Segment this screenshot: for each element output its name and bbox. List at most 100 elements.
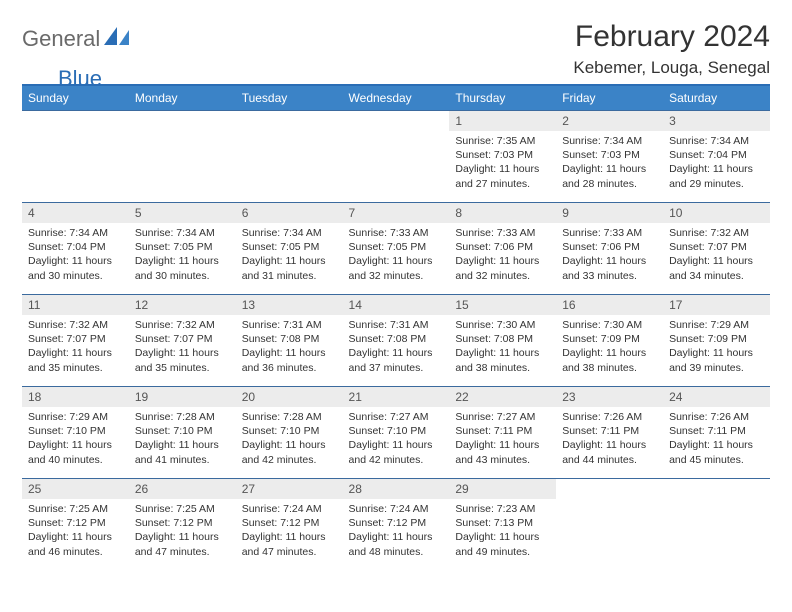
day-details: Sunrise: 7:29 AMSunset: 7:10 PMDaylight:… (22, 407, 129, 471)
day-cell: 26Sunrise: 7:25 AMSunset: 7:12 PMDayligh… (129, 479, 236, 571)
week-row: 25Sunrise: 7:25 AMSunset: 7:12 PMDayligh… (22, 479, 770, 571)
calendar-table: SundayMondayTuesdayWednesdayThursdayFrid… (22, 84, 770, 571)
day-cell: 13Sunrise: 7:31 AMSunset: 7:08 PMDayligh… (236, 295, 343, 387)
day-cell: 7Sunrise: 7:33 AMSunset: 7:05 PMDaylight… (343, 203, 450, 295)
day-number: 20 (236, 387, 343, 407)
day-cell: 5Sunrise: 7:34 AMSunset: 7:05 PMDaylight… (129, 203, 236, 295)
day-header: Tuesday (236, 85, 343, 111)
day-cell: 29Sunrise: 7:23 AMSunset: 7:13 PMDayligh… (449, 479, 556, 571)
title-block: February 2024 Kebemer, Louga, Senegal (573, 20, 770, 78)
day-cell: 21Sunrise: 7:27 AMSunset: 7:10 PMDayligh… (343, 387, 450, 479)
day-number: 17 (663, 295, 770, 315)
day-number: 12 (129, 295, 236, 315)
day-details: Sunrise: 7:26 AMSunset: 7:11 PMDaylight:… (663, 407, 770, 471)
day-details: Sunrise: 7:24 AMSunset: 7:12 PMDaylight:… (236, 499, 343, 563)
day-number: 6 (236, 203, 343, 223)
day-number: 15 (449, 295, 556, 315)
day-number: 25 (22, 479, 129, 499)
day-cell: 16Sunrise: 7:30 AMSunset: 7:09 PMDayligh… (556, 295, 663, 387)
empty-cell (22, 111, 129, 203)
day-header: Friday (556, 85, 663, 111)
week-row: 1Sunrise: 7:35 AMSunset: 7:03 PMDaylight… (22, 111, 770, 203)
day-cell: 8Sunrise: 7:33 AMSunset: 7:06 PMDaylight… (449, 203, 556, 295)
day-number: 28 (343, 479, 450, 499)
day-details: Sunrise: 7:26 AMSunset: 7:11 PMDaylight:… (556, 407, 663, 471)
day-cell: 18Sunrise: 7:29 AMSunset: 7:10 PMDayligh… (22, 387, 129, 479)
day-cell: 20Sunrise: 7:28 AMSunset: 7:10 PMDayligh… (236, 387, 343, 479)
day-number: 16 (556, 295, 663, 315)
day-cell: 4Sunrise: 7:34 AMSunset: 7:04 PMDaylight… (22, 203, 129, 295)
day-details: Sunrise: 7:27 AMSunset: 7:11 PMDaylight:… (449, 407, 556, 471)
day-details: Sunrise: 7:28 AMSunset: 7:10 PMDaylight:… (129, 407, 236, 471)
day-details: Sunrise: 7:27 AMSunset: 7:10 PMDaylight:… (343, 407, 450, 471)
day-details: Sunrise: 7:33 AMSunset: 7:06 PMDaylight:… (556, 223, 663, 287)
week-row: 4Sunrise: 7:34 AMSunset: 7:04 PMDaylight… (22, 203, 770, 295)
day-number: 23 (556, 387, 663, 407)
location-subtitle: Kebemer, Louga, Senegal (573, 58, 770, 78)
day-details: Sunrise: 7:34 AMSunset: 7:04 PMDaylight:… (22, 223, 129, 287)
day-header: Saturday (663, 85, 770, 111)
day-number: 22 (449, 387, 556, 407)
empty-cell (236, 111, 343, 203)
day-details: Sunrise: 7:32 AMSunset: 7:07 PMDaylight:… (663, 223, 770, 287)
day-details: Sunrise: 7:34 AMSunset: 7:03 PMDaylight:… (556, 131, 663, 195)
day-number: 11 (22, 295, 129, 315)
day-number: 5 (129, 203, 236, 223)
day-cell: 17Sunrise: 7:29 AMSunset: 7:09 PMDayligh… (663, 295, 770, 387)
day-number: 3 (663, 111, 770, 131)
day-number: 27 (236, 479, 343, 499)
day-number: 29 (449, 479, 556, 499)
day-cell: 14Sunrise: 7:31 AMSunset: 7:08 PMDayligh… (343, 295, 450, 387)
empty-cell (663, 479, 770, 571)
brand-sail-icon (104, 27, 130, 52)
day-cell: 23Sunrise: 7:26 AMSunset: 7:11 PMDayligh… (556, 387, 663, 479)
day-details: Sunrise: 7:35 AMSunset: 7:03 PMDaylight:… (449, 131, 556, 195)
day-number: 13 (236, 295, 343, 315)
empty-cell (556, 479, 663, 571)
day-cell: 19Sunrise: 7:28 AMSunset: 7:10 PMDayligh… (129, 387, 236, 479)
day-header: Wednesday (343, 85, 450, 111)
day-details: Sunrise: 7:29 AMSunset: 7:09 PMDaylight:… (663, 315, 770, 379)
day-details: Sunrise: 7:31 AMSunset: 7:08 PMDaylight:… (343, 315, 450, 379)
day-cell: 11Sunrise: 7:32 AMSunset: 7:07 PMDayligh… (22, 295, 129, 387)
day-header: Monday (129, 85, 236, 111)
empty-cell (129, 111, 236, 203)
day-cell: 27Sunrise: 7:24 AMSunset: 7:12 PMDayligh… (236, 479, 343, 571)
day-number: 1 (449, 111, 556, 131)
empty-cell (343, 111, 450, 203)
day-cell: 22Sunrise: 7:27 AMSunset: 7:11 PMDayligh… (449, 387, 556, 479)
day-header: Thursday (449, 85, 556, 111)
day-details: Sunrise: 7:33 AMSunset: 7:06 PMDaylight:… (449, 223, 556, 287)
day-number: 14 (343, 295, 450, 315)
day-cell: 6Sunrise: 7:34 AMSunset: 7:05 PMDaylight… (236, 203, 343, 295)
day-details: Sunrise: 7:33 AMSunset: 7:05 PMDaylight:… (343, 223, 450, 287)
day-number: 19 (129, 387, 236, 407)
day-number: 18 (22, 387, 129, 407)
calendar-body: 1Sunrise: 7:35 AMSunset: 7:03 PMDaylight… (22, 111, 770, 571)
week-row: 18Sunrise: 7:29 AMSunset: 7:10 PMDayligh… (22, 387, 770, 479)
day-details: Sunrise: 7:23 AMSunset: 7:13 PMDaylight:… (449, 499, 556, 563)
day-details: Sunrise: 7:34 AMSunset: 7:05 PMDaylight:… (129, 223, 236, 287)
day-cell: 2Sunrise: 7:34 AMSunset: 7:03 PMDaylight… (556, 111, 663, 203)
day-details: Sunrise: 7:25 AMSunset: 7:12 PMDaylight:… (129, 499, 236, 563)
day-cell: 25Sunrise: 7:25 AMSunset: 7:12 PMDayligh… (22, 479, 129, 571)
day-cell: 15Sunrise: 7:30 AMSunset: 7:08 PMDayligh… (449, 295, 556, 387)
day-cell: 3Sunrise: 7:34 AMSunset: 7:04 PMDaylight… (663, 111, 770, 203)
day-number: 4 (22, 203, 129, 223)
day-details: Sunrise: 7:32 AMSunset: 7:07 PMDaylight:… (129, 315, 236, 379)
day-details: Sunrise: 7:25 AMSunset: 7:12 PMDaylight:… (22, 499, 129, 563)
brand-text-general: General (22, 26, 100, 52)
day-details: Sunrise: 7:30 AMSunset: 7:08 PMDaylight:… (449, 315, 556, 379)
day-number: 10 (663, 203, 770, 223)
day-number: 26 (129, 479, 236, 499)
day-details: Sunrise: 7:34 AMSunset: 7:05 PMDaylight:… (236, 223, 343, 287)
day-cell: 24Sunrise: 7:26 AMSunset: 7:11 PMDayligh… (663, 387, 770, 479)
day-details: Sunrise: 7:32 AMSunset: 7:07 PMDaylight:… (22, 315, 129, 379)
month-title: February 2024 (573, 20, 770, 54)
header: General February 2024 Kebemer, Louga, Se… (22, 20, 770, 78)
day-number: 21 (343, 387, 450, 407)
day-cell: 9Sunrise: 7:33 AMSunset: 7:06 PMDaylight… (556, 203, 663, 295)
day-number: 9 (556, 203, 663, 223)
day-details: Sunrise: 7:34 AMSunset: 7:04 PMDaylight:… (663, 131, 770, 195)
day-number: 7 (343, 203, 450, 223)
